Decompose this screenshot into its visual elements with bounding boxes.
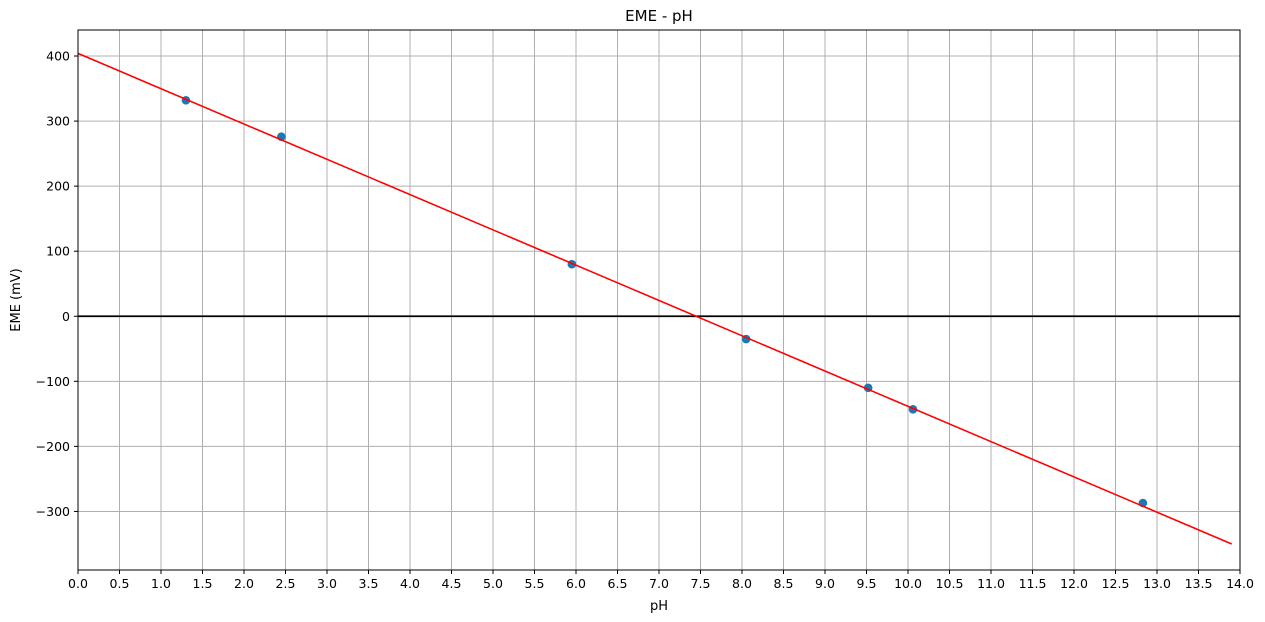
x-tick-label: 6.5 — [608, 576, 628, 591]
x-tick-label: 12.0 — [1060, 576, 1088, 591]
x-tick-label: 7.0 — [649, 576, 669, 591]
series — [77, 52, 1233, 545]
y-tick-label: 300 — [46, 114, 70, 129]
x-tick-label: 6.0 — [566, 576, 586, 591]
x-tick-label: 0.5 — [110, 576, 130, 591]
x-tick-label: 7.5 — [691, 576, 711, 591]
y-tick-label: −100 — [36, 374, 70, 389]
y-tick-label: 100 — [46, 244, 70, 259]
x-tick-label: 8.0 — [732, 576, 752, 591]
x-tick-label: 9.0 — [815, 576, 835, 591]
x-tick-label: 12.5 — [1102, 576, 1130, 591]
y-axis-label: EME (mV) — [9, 268, 24, 331]
x-tick-label: 11.5 — [1019, 576, 1047, 591]
x-tick-label: 13.0 — [1143, 576, 1171, 591]
y-tick-label: 0 — [62, 309, 70, 324]
y-tick-label: 400 — [46, 49, 70, 64]
x-tick-label: 8.5 — [774, 576, 794, 591]
fit-line — [77, 52, 1233, 545]
x-tick-label: 4.0 — [400, 576, 420, 591]
x-tick-label: 2.0 — [234, 576, 254, 591]
chart-title: EME - pH — [625, 7, 693, 25]
x-tick-label: 5.0 — [483, 576, 503, 591]
y-tick-label: −200 — [36, 439, 70, 454]
x-tick-label: 9.5 — [857, 576, 877, 591]
x-tick-label: 3.5 — [359, 576, 379, 591]
x-axis-label: pH — [650, 599, 668, 614]
y-tick-label: 200 — [46, 179, 70, 194]
x-tick-label: 10.5 — [936, 576, 964, 591]
x-tick-label: 14.0 — [1226, 576, 1254, 591]
x-tick-label: 11.0 — [977, 576, 1005, 591]
y-tick-label: −300 — [36, 504, 70, 519]
x-tick-label: 2.5 — [276, 576, 296, 591]
x-tick-label: 0.0 — [68, 576, 88, 591]
x-tick-label: 13.5 — [1185, 576, 1213, 591]
x-tick-label: 10.0 — [894, 576, 922, 591]
x-tick-label: 3.0 — [317, 576, 337, 591]
x-tick-label: 5.5 — [525, 576, 545, 591]
grid — [77, 30, 1241, 570]
x-tick-label: 1.5 — [193, 576, 213, 591]
x-tick-label: 1.0 — [151, 576, 171, 591]
x-tick-label: 4.5 — [442, 576, 462, 591]
ticks: 0.0 0.5 1.0 1.5 2.0 2.5 3.0 3.5 4.0 4.5 5.0 5.5 6.0 6… — [36, 49, 1254, 591]
